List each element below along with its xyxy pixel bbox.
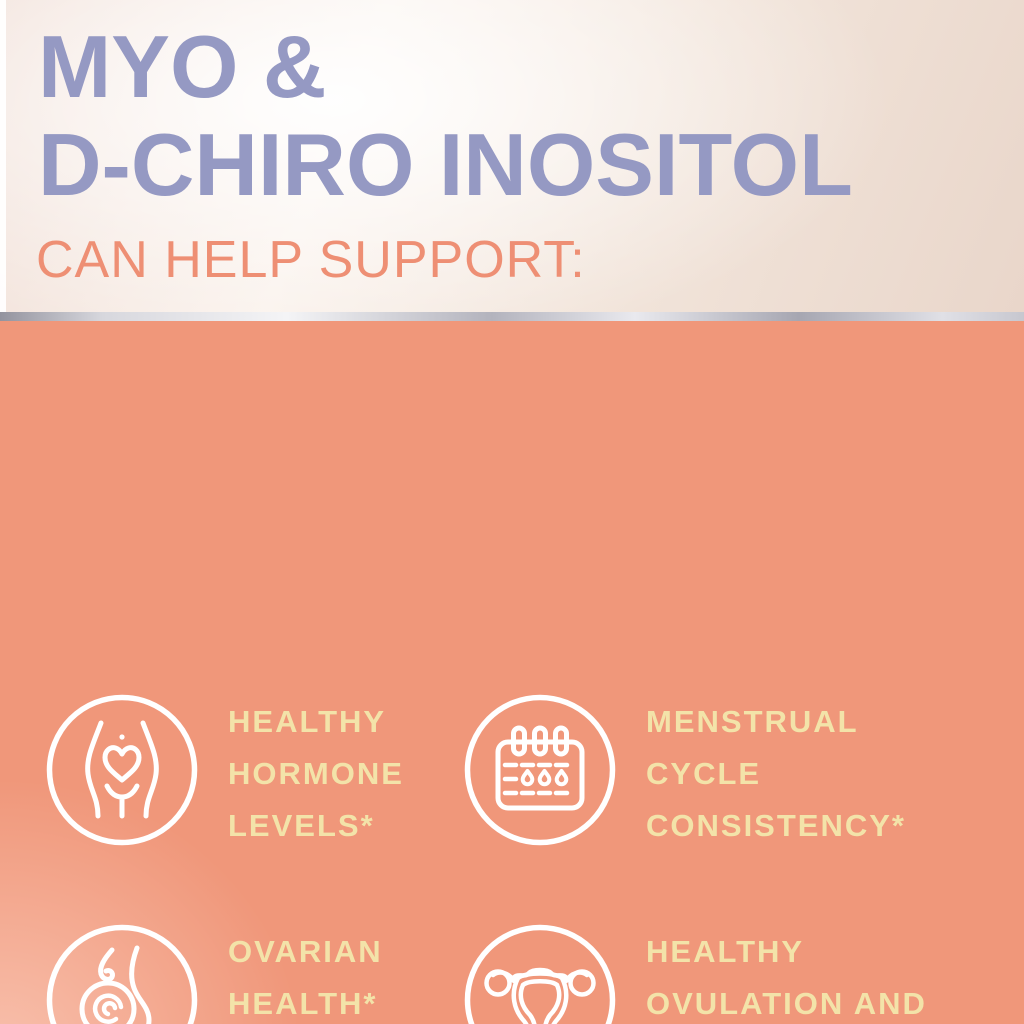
benefit-line: MENSTRUAL: [646, 704, 859, 739]
benefit-hormone-levels: HEALTHY HORMONE LEVELS*: [44, 692, 404, 852]
pregnant-belly-icon: [46, 924, 198, 1024]
benefit-line: OVARIAN: [228, 934, 383, 969]
title-line1: MYO &: [38, 17, 327, 116]
benefit-line: LEVELS*: [228, 808, 375, 843]
benefit-label: OVARIAN HEALTH*: [228, 922, 383, 1024]
left-edge-highlight: [0, 0, 6, 312]
benefit-line: HEALTH*: [228, 986, 378, 1021]
benefit-label: MENSTRUAL CYCLE CONSISTENCY*: [646, 692, 906, 852]
benefit-line: HORMONE: [228, 756, 404, 791]
product-title: MYO & D-CHIRO INOSITOL: [38, 18, 853, 214]
benefit-line: HEALTHY: [646, 934, 805, 969]
benefit-ovarian-health: OVARIAN HEALTH*: [44, 922, 383, 1024]
uterus-ovaries-icon: [464, 924, 616, 1024]
benefit-ovulation-conception: HEALTHY OVULATION AND CONCEPTION*: [462, 922, 927, 1024]
header: MYO & D-CHIRO INOSITOL CAN HELP SUPPORT:: [0, 0, 1024, 312]
benefit-label: HEALTHY HORMONE LEVELS*: [228, 692, 404, 852]
female-torso-heart-icon: [46, 694, 198, 846]
title-line2: D-CHIRO INOSITOL: [38, 115, 853, 214]
benefit-cycle-consistency: MENSTRUAL CYCLE CONSISTENCY*: [462, 692, 906, 852]
benefit-line: CONSISTENCY*: [646, 808, 906, 843]
metallic-divider: [0, 312, 1024, 321]
benefit-line: HEALTHY: [228, 704, 387, 739]
subtitle: CAN HELP SUPPORT:: [36, 231, 586, 289]
benefits-section: HEALTHY HORMONE LEVELS* MENSTRUAL: [0, 321, 1024, 1024]
benefit-line: OVULATION AND: [646, 986, 927, 1021]
benefit-line: CYCLE: [646, 756, 762, 791]
benefit-label: HEALTHY OVULATION AND CONCEPTION*: [646, 922, 927, 1024]
menstrual-calendar-icon: [464, 694, 616, 846]
